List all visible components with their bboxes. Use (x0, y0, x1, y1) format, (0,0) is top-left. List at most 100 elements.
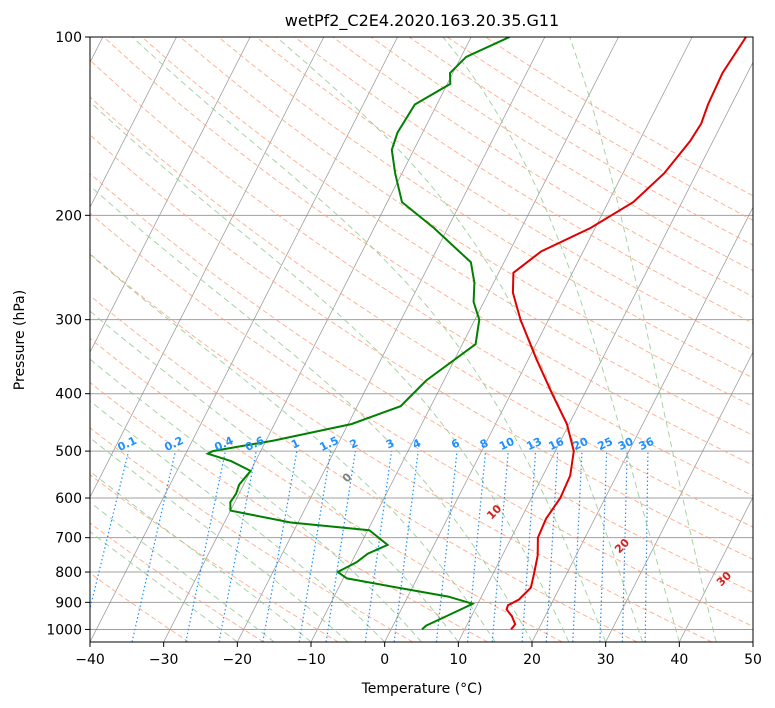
moist-adiabat-line (90, 185, 533, 642)
mixing-ratio-line (185, 450, 226, 642)
profile-layer (205, 37, 747, 631)
y-tick-label: 500 (55, 444, 82, 460)
x-tick-label: −40 (75, 652, 105, 668)
moist-adiabat-line (276, 37, 643, 642)
isotherm-line (90, 37, 398, 642)
x-tick-label: 20 (523, 652, 541, 668)
mixing-ratio-label: 1 (289, 436, 301, 451)
moist-adiabat-line (90, 470, 312, 642)
y-tick-label: 600 (55, 491, 82, 507)
isotherm-line (163, 37, 472, 642)
x-tick-label: 10 (449, 652, 467, 668)
mixing-ratio-label: 36 (637, 435, 657, 453)
y-axis-label: Pressure (hPa) (12, 290, 28, 390)
dry-adiabat-line (256, 37, 753, 351)
mixing-ratio-line (599, 451, 608, 642)
moist-adiabat-line (90, 101, 570, 642)
dry-adiabat-line (294, 37, 753, 324)
mixing-ratio-label: 30 (616, 435, 636, 453)
mixing-ratio-label: 25 (596, 435, 615, 453)
dry-adiabat-line (370, 37, 753, 272)
mixing-ratio-line (218, 450, 257, 642)
moist-adiabat-label: 10 (484, 502, 504, 522)
isotherm-line (457, 61, 753, 642)
y-tick-label: 200 (55, 208, 82, 224)
plot-frame (89, 36, 754, 643)
dry-adiabat-line (90, 474, 339, 642)
moist-adiabat-line (90, 358, 422, 642)
mixing-ratio-line (262, 450, 298, 642)
isotherm-line (90, 37, 177, 209)
y-tick-label: 800 (55, 565, 82, 581)
mixing-ratio-line (325, 451, 356, 642)
moist-adiabat-line (90, 400, 386, 642)
x-axis-label: Temperature (°C) (361, 681, 483, 697)
moist-adiabat-line (90, 531, 238, 642)
x-tick-label: −10 (296, 652, 326, 668)
moist-adiabat-label: 20 (612, 536, 632, 556)
mixing-ratio-label: 3 (384, 436, 396, 451)
y-tick-label: 700 (55, 531, 82, 547)
isotherm-line (605, 351, 753, 642)
dry-adiabat-line (90, 253, 712, 642)
dry-adiabat-line (90, 134, 753, 560)
x-tick-label: 0 (380, 652, 389, 668)
y-tick-label: 100 (55, 30, 82, 46)
x-tick-label: 50 (744, 652, 762, 668)
moist-adiabat-label: 0 (340, 470, 355, 485)
mixing-ratio-line (545, 451, 559, 642)
mixing-ratio-label: 4 (410, 436, 423, 451)
dry-adiabat-line (332, 37, 753, 298)
chart-title: wetPf2_C2E4.2020.163.20.35.G11 (285, 11, 559, 31)
x-tick-label: 40 (670, 652, 688, 668)
x-tick-label: 30 (597, 652, 615, 668)
isotherm-line (384, 37, 693, 642)
isotherm-line (752, 641, 753, 642)
dry-adiabat-line (90, 572, 190, 642)
dry-adiabat-line (90, 522, 264, 642)
moist-adiabat-line (90, 310, 459, 642)
x-axis: −40 −30 −20 −10 0 10 20 30 40 50 (75, 642, 762, 668)
mixing-ratio-label: 6 (449, 436, 462, 451)
y-tick-label: 400 (55, 387, 82, 403)
temperature-profile (505, 37, 747, 631)
moist-adiabat-line (132, 37, 607, 642)
dry-adiabat-line (90, 427, 414, 642)
y-tick-label: 300 (55, 313, 82, 329)
mixing-ratio-line (364, 451, 393, 642)
mixing-ratio-line (644, 451, 649, 642)
grid-layer (90, 37, 753, 642)
mixing-ratio-line (435, 451, 458, 642)
isotherm-line (678, 496, 753, 642)
x-tick-label: −20 (223, 652, 253, 668)
moist-adiabat-line (442, 37, 680, 642)
moist-adiabat-line (90, 501, 275, 642)
mixing-ratio-line (298, 451, 332, 642)
y-axis: 100 200 300 400 500 600 700 800 900 1000 (46, 30, 90, 638)
isotherm-line (90, 37, 325, 498)
dry-adiabat-line (179, 37, 753, 407)
mixing-ratio-line (131, 450, 177, 642)
y-tick-label: 1000 (46, 622, 82, 638)
isotherm-line (90, 37, 251, 354)
dry-adiabat-line (90, 96, 753, 528)
moist-adiabat-line (90, 253, 496, 642)
moist-adiabat-line (569, 37, 717, 642)
mixing-ratio-line (491, 451, 509, 642)
mixing-ratio-line (393, 451, 419, 642)
isotherm-line (531, 206, 753, 642)
mixing-ratio-label: 20 (571, 435, 591, 453)
dry-adiabat-line (90, 381, 488, 642)
y-tick-label: 900 (55, 595, 82, 611)
mixing-ratio-label: 13 (524, 435, 543, 453)
dry-adiabat-line (90, 337, 563, 642)
dry-adiabat-line (90, 294, 638, 642)
x-tick-label: −30 (149, 652, 179, 668)
moist-adiabat-line (90, 437, 349, 642)
dry-adiabat-line (90, 212, 753, 628)
mixing-ratio-label: 16 (547, 435, 567, 453)
mixing-ratio-label: 10 (497, 435, 517, 453)
isotherm-line (236, 37, 546, 642)
dewpoint-profile (205, 37, 510, 631)
